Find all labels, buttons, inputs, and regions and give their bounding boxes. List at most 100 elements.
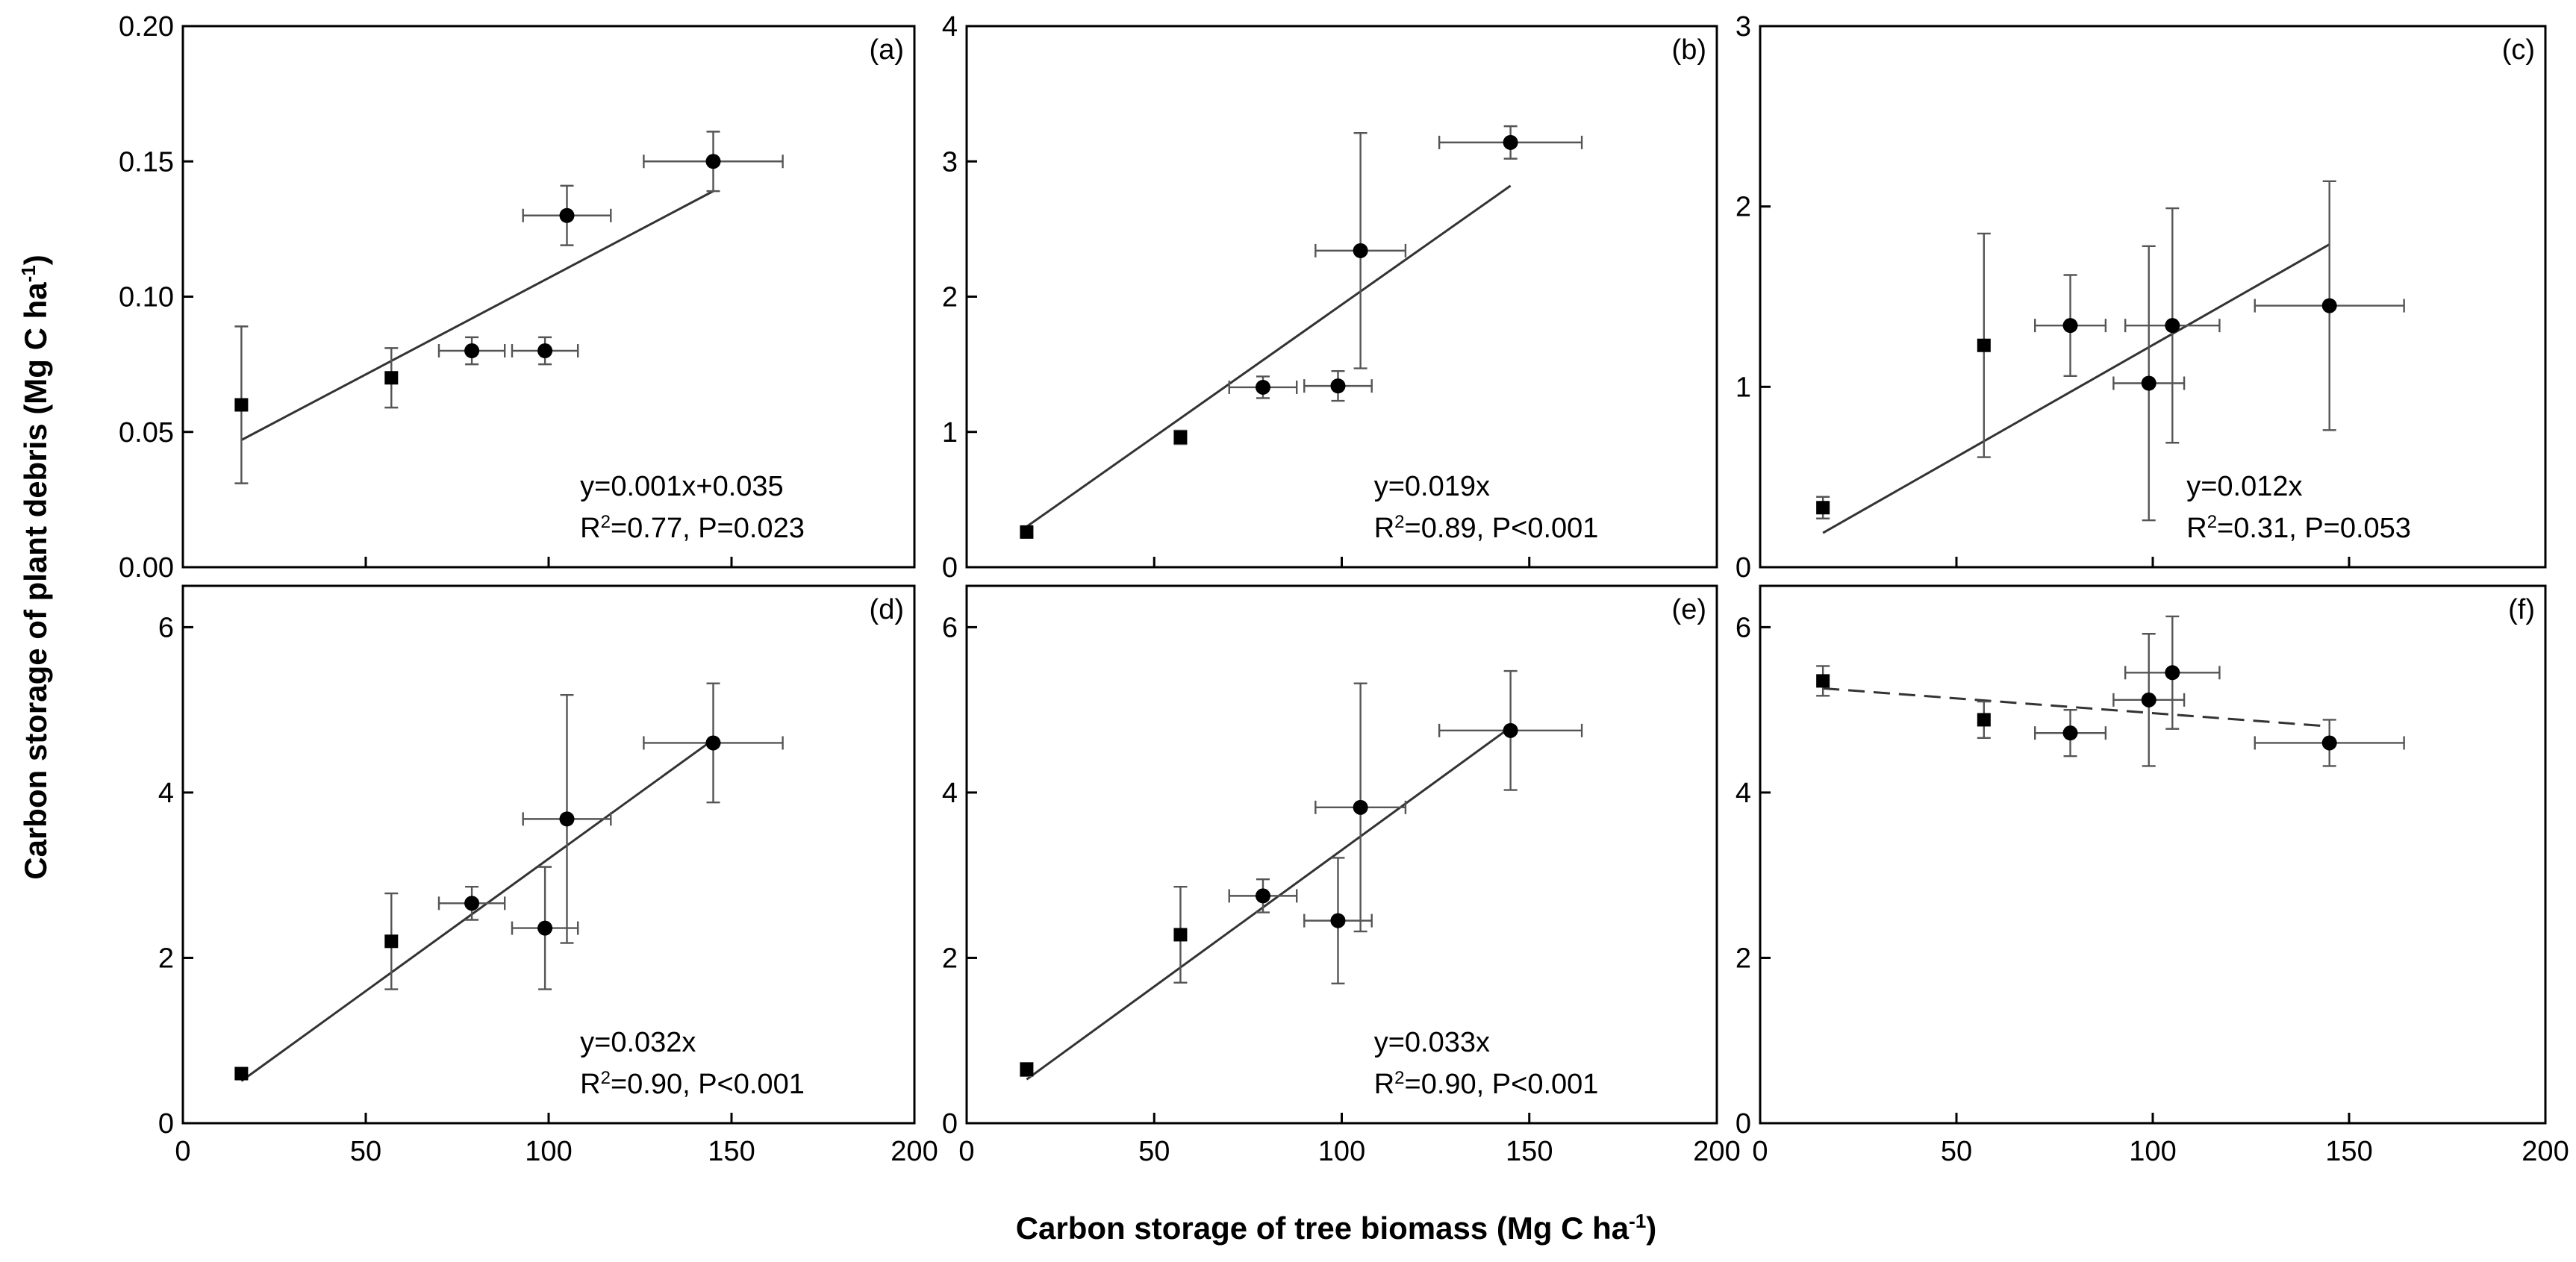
point-marker-square	[1020, 1063, 1034, 1076]
x-axis-title: Carbon storage of tree biomass (Mg C ha-…	[1016, 1210, 1657, 1246]
point-marker-square	[234, 398, 249, 412]
panel-label: (e)	[1672, 594, 1706, 625]
data-point	[2254, 180, 2405, 431]
x-tick-label: 150	[708, 1136, 755, 1167]
point-marker-circle	[1503, 134, 1518, 150]
panel-e: 0 2 4 6 0 50 100 150 200 (e) y=0.033x R2=0.90, P<0.…	[942, 584, 1741, 1167]
regression-line	[240, 190, 714, 441]
y-tick-label: 4	[942, 778, 958, 809]
point-marker-circle	[2141, 375, 2156, 391]
x-tick-label: 200	[1693, 1136, 1740, 1167]
y-tick-label: 0.15	[119, 146, 174, 178]
y-tick-label: 0	[1735, 1108, 1751, 1140]
data-point	[522, 184, 612, 246]
point-marker-circle	[1255, 888, 1270, 904]
y-tick-label: 0	[1735, 552, 1751, 584]
data-point	[1438, 125, 1583, 160]
x-tick-label: 50	[1941, 1136, 1972, 1167]
x-tick-label: 150	[2325, 1136, 2372, 1167]
data-point	[1228, 878, 1298, 913]
point-marker-circle	[2165, 665, 2180, 681]
data-point	[1977, 232, 1991, 458]
point-marker-square	[384, 934, 399, 949]
point-marker-circle	[537, 343, 553, 358]
data-point	[1228, 375, 1298, 399]
regression-line	[240, 738, 714, 1082]
y-tick-label: 0.00	[119, 552, 174, 584]
point-marker-circle	[559, 811, 575, 827]
y-tick-label: 4	[1735, 778, 1751, 809]
panel-f: 0 2 4 6 0 50 100 150 200 (f)	[1735, 584, 2569, 1167]
x-tick-label: 100	[525, 1136, 572, 1167]
regression-line	[1822, 243, 2330, 534]
panel-label: (f)	[2508, 594, 2535, 625]
data-point	[384, 892, 399, 990]
point-marker-circle	[464, 896, 480, 911]
point-marker-circle	[1353, 799, 1368, 815]
data-point	[2112, 633, 2186, 767]
plot-frame	[965, 584, 1718, 1125]
point-marker-circle	[705, 735, 721, 751]
point-marker-circle	[1330, 378, 1346, 394]
point-marker-circle	[705, 154, 721, 169]
y-tick-label: 3	[942, 146, 958, 178]
data-point	[1438, 669, 1583, 791]
data-point	[384, 347, 399, 409]
data-point	[511, 866, 579, 990]
point-marker-circle	[1353, 243, 1368, 258]
data-point	[1816, 665, 1830, 697]
data-point	[1020, 525, 1034, 539]
point-marker-square	[1816, 674, 1830, 688]
point-marker-circle	[464, 343, 480, 358]
regression-equation: y=0.033x	[1374, 1027, 1490, 1058]
data-point	[2124, 615, 2221, 730]
regression-equation: y=0.019x	[1374, 471, 1490, 502]
data-point	[1314, 682, 1407, 933]
x-tick-label: 200	[2522, 1136, 2569, 1167]
plot-frame	[181, 584, 916, 1125]
data-point	[234, 325, 249, 484]
panel-label: (c)	[2502, 34, 2535, 66]
data-point	[1816, 496, 1830, 519]
point-marker-circle	[2062, 318, 2078, 334]
regression-line	[1026, 184, 1512, 528]
plot-frame	[1759, 584, 2547, 1125]
data-point	[2033, 274, 2107, 378]
x-tick-label: 50	[350, 1136, 381, 1167]
data-point	[643, 682, 784, 804]
y-tick-label: 2	[158, 943, 174, 974]
point-marker-square	[1020, 525, 1034, 539]
plot-frame	[181, 25, 916, 569]
panels: 0.00 0.05 0.10 0.15 0.20 (a) y=0.001x+0.035 R2=…	[119, 11, 2569, 1167]
point-marker-circle	[1330, 913, 1346, 928]
point-marker-circle	[2321, 298, 2337, 313]
x-tick-label: 0	[175, 1136, 190, 1167]
y-tick-label: 0.05	[119, 417, 174, 449]
panel-d: 0 2 4 6 0 50 100 150 200 (d) y=0.032x R2=0.90, P<0.…	[158, 584, 938, 1167]
y-tick-label: 3	[1735, 11, 1751, 43]
point-marker-circle	[2141, 692, 2156, 707]
regression-stats: R2=0.89, P<0.001	[1374, 512, 1599, 545]
x-tick-label: 0	[958, 1136, 974, 1167]
y-tick-label: 4	[942, 11, 958, 43]
data-point	[2033, 708, 2107, 757]
regression-stats: R2=0.90, P<0.001	[1374, 1068, 1599, 1101]
regression-stats: R2=0.90, P<0.001	[580, 1068, 805, 1101]
point-marker-square	[234, 1066, 249, 1081]
panel-a: 0.00 0.05 0.10 0.15 0.20 (a) y=0.001x+0.035 R2=…	[119, 11, 916, 584]
data-point	[2124, 207, 2221, 444]
data-point	[1977, 700, 1991, 740]
panel-c: 0 1 2 3 (c) y=0.012x R2=0.31, P=0.053	[1735, 11, 2547, 584]
y-tick-label: 0	[158, 1108, 174, 1140]
y-tick-label: 1	[942, 417, 958, 449]
point-marker-circle	[2321, 735, 2337, 751]
data-point	[511, 336, 579, 366]
x-tick-label: 200	[891, 1136, 938, 1167]
panel-b: 0 1 2 3 4 (b) y=0.019x R2=0.89, P<0.001	[942, 11, 1718, 584]
data-point	[234, 1066, 249, 1081]
y-tick-label: 4	[158, 778, 174, 809]
x-tick-label: 150	[1506, 1136, 1553, 1167]
x-tick-label: 0	[1752, 1136, 1768, 1167]
point-marker-square	[384, 371, 399, 385]
